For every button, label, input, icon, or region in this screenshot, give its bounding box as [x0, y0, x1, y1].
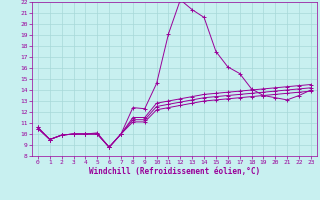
X-axis label: Windchill (Refroidissement éolien,°C): Windchill (Refroidissement éolien,°C): [89, 167, 260, 176]
